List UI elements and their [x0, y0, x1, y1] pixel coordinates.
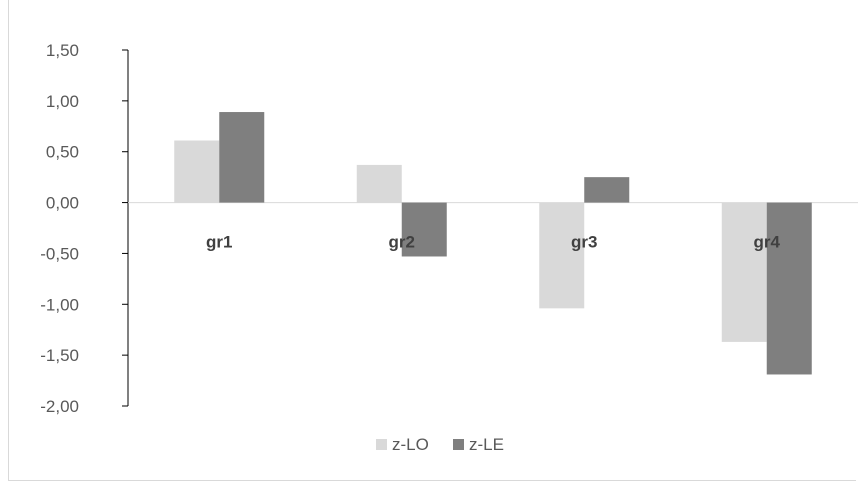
bar-z-le-gr4: [766, 202, 812, 375]
labels-layer: 1,50 1,00 0,50 0,00 -0,50 -1,00 -1,50 -2,00 gr1 g…: [40, 41, 780, 416]
x-category-label: gr4: [754, 233, 781, 252]
bar-z-le-gr2: [401, 202, 447, 257]
legend-swatch-z-lo: [376, 439, 387, 450]
bar-z-lo-gr2: [356, 164, 402, 203]
x-category-label: gr1: [206, 233, 232, 252]
legend-label-z-le: z-LE: [469, 435, 504, 454]
y-tick-label: -2,00: [40, 397, 79, 416]
bar-z-lo-gr3: [539, 202, 585, 309]
bar-z-lo-gr4: [721, 202, 767, 342]
chart-frame: [8, 0, 856, 481]
legend-label-z-lo: z-LO: [392, 435, 429, 454]
y-tick-label: -1,00: [40, 295, 79, 314]
legend: z-LO z-LE: [376, 435, 504, 454]
bar-z-le-gr3: [584, 177, 630, 203]
y-tick-label: 1,00: [46, 92, 79, 111]
y-tick-label: 0,00: [46, 194, 79, 213]
x-category-label: gr3: [571, 233, 597, 252]
y-tick-label: 1,50: [46, 41, 79, 60]
bars-layer: [174, 112, 812, 375]
y-tick-label: -1,50: [40, 346, 79, 365]
legend-swatch-z-le: [453, 439, 464, 450]
y-tick-label: 0,50: [46, 143, 79, 162]
y-tick-label: -0,50: [40, 244, 79, 263]
x-category-label: gr2: [389, 233, 415, 252]
bar-z-lo-gr1: [174, 140, 220, 203]
bar-z-le-gr1: [219, 112, 265, 203]
